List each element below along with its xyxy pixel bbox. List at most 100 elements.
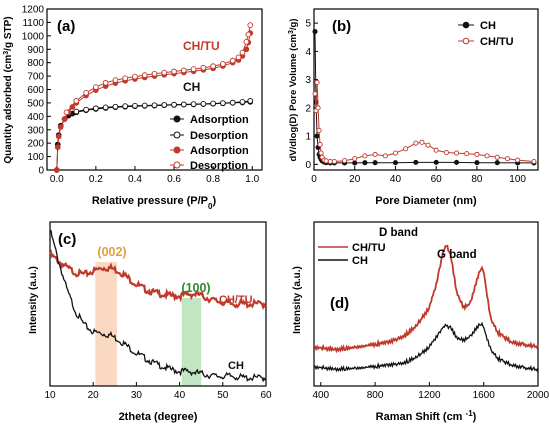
x-tick-label-c: 30	[131, 390, 143, 401]
annotation-100: (100)	[181, 281, 210, 295]
y-tick-label-a: 700	[27, 72, 44, 83]
data-point-a-3	[180, 67, 187, 74]
data-point-a-3	[243, 39, 250, 45]
legend-label-a-2: Adsorption	[190, 145, 249, 157]
series-line-d-0	[313, 244, 539, 354]
annotation-chtu-c: CH/TU	[219, 294, 253, 306]
x-axis-title-a: Relative pressure (P/P0)	[92, 195, 217, 211]
data-point-b-1	[362, 153, 368, 159]
band-100	[181, 298, 202, 386]
data-point-a-1	[112, 103, 119, 110]
data-point-b-1	[312, 91, 318, 97]
data-point-a-1	[210, 100, 216, 107]
data-point-a-3	[245, 31, 252, 38]
data-point-a-3	[63, 109, 70, 116]
data-point-b-1	[392, 150, 399, 156]
plot-frame-d	[313, 221, 539, 387]
legend-marker-a-3	[173, 161, 181, 169]
data-point-a-1	[141, 102, 148, 109]
data-point-a-3	[229, 57, 236, 64]
annotation-chtu-a: CH/TU	[183, 39, 220, 53]
annotation-ch-c: CH	[228, 360, 244, 372]
legend-label-a-1: Desorption	[190, 130, 248, 142]
y-tick-label-a: 800	[27, 58, 44, 69]
data-point-a-3	[122, 75, 129, 82]
y-tick-label-a: 1200	[22, 5, 45, 16]
x-tick-label-d: 1600	[473, 390, 496, 401]
series-line-d-1	[313, 321, 539, 373]
data-point-a-1	[161, 102, 168, 108]
data-point-a-1	[220, 100, 226, 106]
legend-marker-a-1	[173, 131, 181, 139]
data-point-a-1	[229, 99, 236, 106]
data-point-a-1	[102, 104, 109, 111]
legend-marker-b-1	[462, 37, 470, 45]
data-point-b-1	[425, 142, 431, 148]
y-axis-title-a: Quantity adsorbed (cm3/g STP)	[3, 16, 15, 163]
plot-frame-b	[313, 8, 539, 171]
y-tick-label-b: 5	[305, 19, 311, 30]
legend-label-a-3: Desorption	[190, 160, 248, 172]
x-tick-label-a: 0.2	[89, 174, 103, 185]
data-point-a-1	[83, 106, 89, 113]
y-tick-label-a: 0	[38, 166, 44, 177]
y-tick-label-b: 1	[305, 132, 311, 143]
data-point-b-1	[474, 151, 480, 158]
series-line-b-1	[314, 81, 534, 162]
panel-label-c: (c)	[58, 231, 76, 248]
data-point-b-1	[453, 150, 460, 156]
data-point-b-1	[464, 151, 470, 157]
data-point-a-2	[61, 116, 68, 122]
data-point-a-3	[200, 64, 207, 71]
data-point-a-1	[247, 98, 254, 104]
data-point-b-1	[314, 79, 320, 85]
y-tick-label-a: 1000	[22, 31, 45, 42]
data-point-a-1	[200, 101, 207, 107]
data-point-b-0	[474, 160, 480, 166]
x-tick-label-b: 100	[509, 174, 526, 185]
data-point-a-3	[210, 63, 216, 70]
data-point-a-2	[53, 167, 60, 173]
data-point-b-1	[494, 154, 500, 160]
data-point-a-1	[73, 108, 80, 115]
y-axis-title-b: dV/dlog(D) Pore Volume (cm3/g)	[288, 18, 300, 161]
data-point-b-1	[316, 127, 322, 134]
data-point-b-1	[382, 153, 388, 159]
data-point-b-1	[433, 147, 439, 153]
x-tick-label-c: 50	[217, 390, 229, 401]
y-tick-label-b: 4	[305, 47, 311, 58]
legend-label-b-0: CH	[480, 20, 496, 32]
x-tick-label-a: 1.0	[245, 174, 259, 185]
x-tick-label-a: 0.8	[206, 174, 220, 185]
data-point-a-3	[220, 61, 226, 67]
y-tick-label-b: 0	[305, 160, 311, 171]
data-point-b-0	[352, 160, 358, 166]
x-tick-label-b: 80	[471, 174, 483, 185]
y-tick-label-b: 2	[305, 103, 311, 114]
data-point-a-3	[239, 49, 246, 56]
data-point-b-1	[443, 149, 449, 156]
data-point-a-1	[151, 102, 158, 109]
data-point-b-1	[327, 158, 333, 165]
annotation-g-band: G band	[437, 249, 477, 261]
data-point-a-3	[132, 73, 138, 80]
data-point-a-3	[73, 98, 80, 104]
legend-label-d-0: CH/TU	[352, 242, 386, 254]
x-tick-label-a: 0.0	[50, 174, 64, 185]
series-line-c-0	[48, 249, 267, 311]
y-tick-label-a: 1100	[22, 18, 44, 29]
data-point-a-2	[57, 124, 64, 130]
panel-label-b: (b)	[332, 18, 351, 35]
panel-label-d: (d)	[330, 295, 349, 312]
data-point-a-1	[180, 101, 187, 108]
data-point-a-3	[112, 77, 119, 83]
data-point-b-0	[314, 133, 320, 139]
data-point-a-1	[132, 102, 138, 109]
y-tick-label-a: 100	[27, 152, 44, 163]
data-point-a-2	[54, 144, 61, 151]
band-002	[95, 262, 117, 386]
data-point-b-1	[318, 150, 324, 156]
data-point-b-1	[531, 158, 537, 165]
x-tick-label-d: 1200	[418, 390, 441, 401]
data-point-a-1	[190, 101, 197, 107]
